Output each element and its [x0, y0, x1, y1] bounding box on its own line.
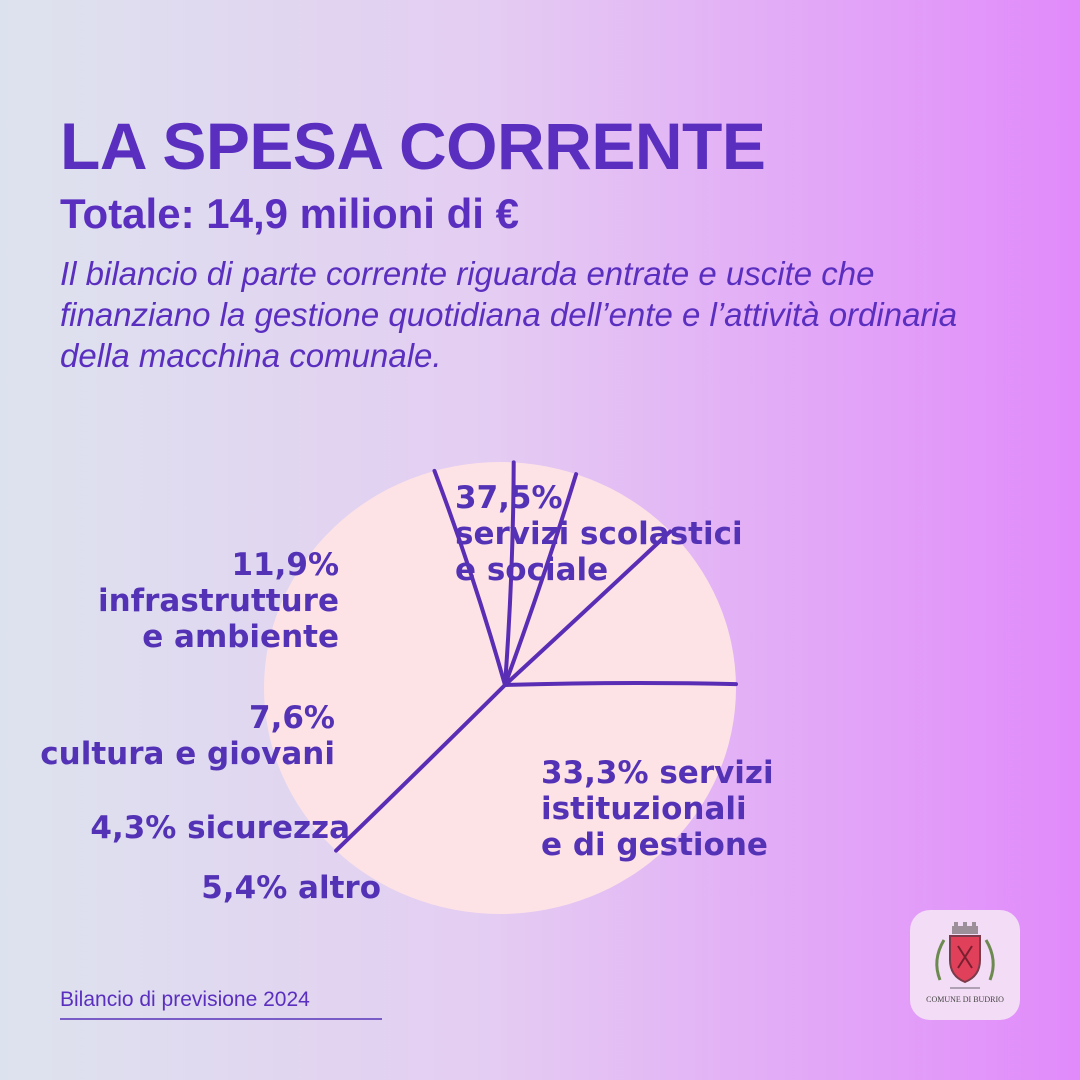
slice-label-line: 37,5%: [455, 480, 563, 516]
slice-label-line: e di gestione: [541, 827, 768, 863]
slice-label-line: istituzionali: [541, 791, 747, 827]
slice-label-line: e ambiente: [142, 619, 339, 655]
slice-label-line: cultura e giovani: [40, 736, 335, 772]
slice-label-line: servizi scolastici: [455, 516, 743, 552]
label-altro: 5,4% altro: [201, 870, 381, 906]
slice-divider: [503, 472, 579, 687]
comune-logo: COMUNE DI BUDRIO: [910, 910, 1020, 1020]
slice-label-line: 4,3% sicurezza: [90, 810, 350, 846]
intro-text: Il bilancio di parte corrente riguarda e…: [60, 255, 958, 374]
slice-label-line: 5,4% altro: [201, 870, 381, 906]
slice-label-line: 11,9%: [231, 547, 339, 583]
slice-divider: [334, 683, 507, 853]
slice-label-line: 33,3% servizi: [541, 755, 774, 791]
slice-divider: [503, 460, 516, 687]
slice-dividers: [334, 460, 738, 853]
coat-of-arms-icon: [935, 922, 995, 989]
slice-labels: 37,5% servizi scolastici e sociale 33,3% se…: [40, 480, 773, 906]
slice-label-line: e sociale: [455, 552, 608, 588]
label-cultura-giovani: 7,6% cultura e giovani: [40, 700, 335, 772]
slice-label-line: 7,6%: [249, 700, 335, 736]
label-scolastici-sociale: 37,5% servizi scolastici e sociale: [455, 480, 743, 588]
label-sicurezza: 4,3% sicurezza: [90, 810, 350, 846]
label-istituzionali: 33,3% servizi istituzionali e di gestione: [541, 755, 774, 863]
label-infrastrutture: 11,9% infrastrutture e ambiente: [98, 547, 339, 655]
logo-caption: COMUNE DI BUDRIO: [926, 995, 1004, 1004]
footer-label: Bilancio di previsione 2024: [60, 988, 382, 1020]
slice-divider: [503, 681, 738, 687]
total-subtitle: Totale: 14,9 milioni di €: [60, 190, 519, 237]
slice-label-line: infrastrutture: [98, 583, 339, 619]
page-title: LA SPESA CORRENTE: [60, 109, 766, 183]
slice-divider: [503, 529, 673, 687]
slice-divider: [432, 468, 507, 687]
